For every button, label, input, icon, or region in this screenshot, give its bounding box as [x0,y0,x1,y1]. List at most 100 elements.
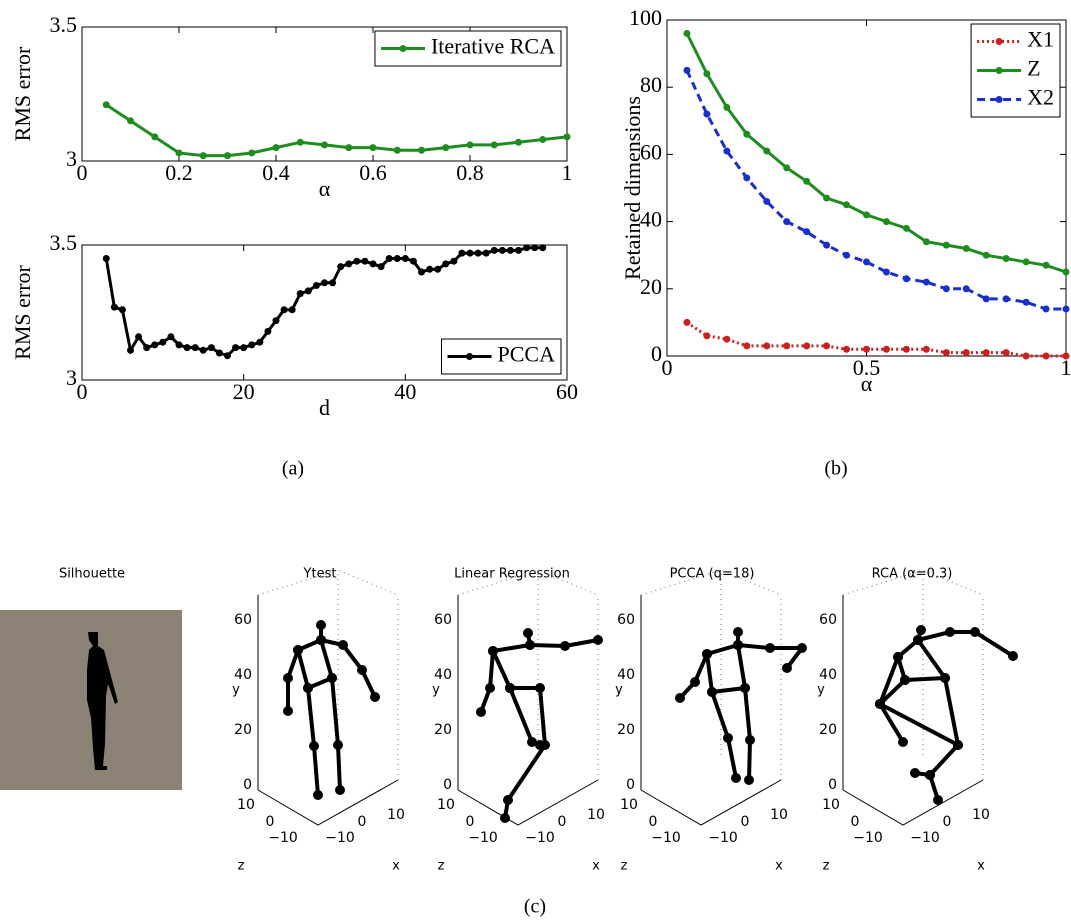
data-point [490,141,498,149]
data-point [962,349,970,357]
data-point [803,177,811,185]
y-tick-label: 0 [626,777,635,793]
skeleton-joint [535,740,545,750]
skeleton-joint [953,740,963,750]
axis-label: y [817,683,825,698]
data-point [418,268,425,276]
skeleton-joint [745,735,755,745]
data-point [118,306,126,314]
plot-frame [81,26,568,162]
data-point [683,318,691,326]
x-tick-label: 10 [587,807,605,823]
data-point [401,255,409,262]
skeleton-joint [316,620,326,630]
skeleton-joint [744,775,754,785]
z-tick-label: 10 [822,797,840,813]
data-point [962,285,970,293]
axis-base [257,779,399,826]
data-point [240,344,248,352]
data-point [982,295,990,303]
data-point [1042,261,1050,269]
legend-label: X1 [1027,27,1054,52]
data-point [515,138,522,146]
data-point [723,147,731,155]
z-tick-label: 0 [266,814,275,830]
skeleton-joint [370,692,380,702]
x-tick-label: 0.4 [262,160,290,185]
axis-base [457,779,599,826]
data-point [863,258,870,266]
skeleton-joint [1008,651,1018,661]
data-point [823,241,831,249]
skeleton-joint [916,625,926,635]
skeleton-limb [878,629,923,705]
data-point [803,228,811,236]
data-point [763,147,771,155]
data-point [922,238,930,246]
data-point [102,101,110,109]
skeleton-joint [283,706,293,716]
x-tick-label: 10 [387,807,405,823]
y-tick-label: 60 [819,612,837,628]
caption: (a) [282,458,304,480]
legend: PCCA [441,338,562,375]
skeleton-joint [782,663,792,673]
z-tick-label: 10 [620,797,638,813]
data-point [863,211,870,219]
y-tick-label: 40 [234,667,252,683]
data-point [683,29,691,37]
legend-label: PCCA [498,342,556,367]
data-point [175,341,183,349]
data-point [296,138,304,146]
skeleton-joint [875,699,885,709]
panel-title: Silhouette [59,567,125,582]
x-tick-label: 0 [77,160,88,185]
skeleton-joint [523,628,533,638]
z-tick-label: −10 [468,830,498,846]
data-point [224,352,231,360]
data-point [321,141,328,149]
data-point [703,110,711,118]
x-tick-label: 0.2 [165,160,193,185]
y-tick-label: 20 [234,722,252,738]
data-point [783,218,791,226]
data-point [902,345,910,353]
data-point [409,257,417,265]
x-tick-label: 1 [1061,355,1071,380]
skeleton-joint [675,693,685,703]
skeleton-joint [476,707,486,717]
skeleton-joint [357,665,367,675]
skeleton-limb [896,638,947,682]
data-point [474,249,482,257]
data-point [191,344,199,352]
data-point [450,257,458,265]
data-point [539,136,547,144]
x-tick-label: 0 [741,814,750,830]
data-point [882,218,890,226]
skeleton-joint [913,635,923,645]
skeleton-limb [479,632,532,713]
y-tick-label: 0 [443,777,452,793]
data-point [288,306,296,314]
data-point [353,257,361,265]
data-point [248,341,256,349]
data-point [563,133,571,141]
x-tick-label: 20 [233,379,255,404]
data-point [703,332,711,340]
caption: (b) [824,458,847,480]
skeleton-joint [303,683,313,693]
data-point [743,130,751,138]
skeleton-joint [327,673,337,683]
skeleton-joint [313,790,323,800]
skeleton-joint [740,683,750,693]
data-point [1062,352,1070,360]
axis-label: x [392,859,400,874]
y-axis-label: RMS error [10,46,35,141]
legend-box [441,338,562,375]
skeleton-joint [731,773,741,783]
legend-marker [399,45,407,52]
skeleton-limb [917,630,1015,658]
skeleton-joint [733,627,743,637]
data-point [982,251,990,259]
series-line [105,103,568,158]
